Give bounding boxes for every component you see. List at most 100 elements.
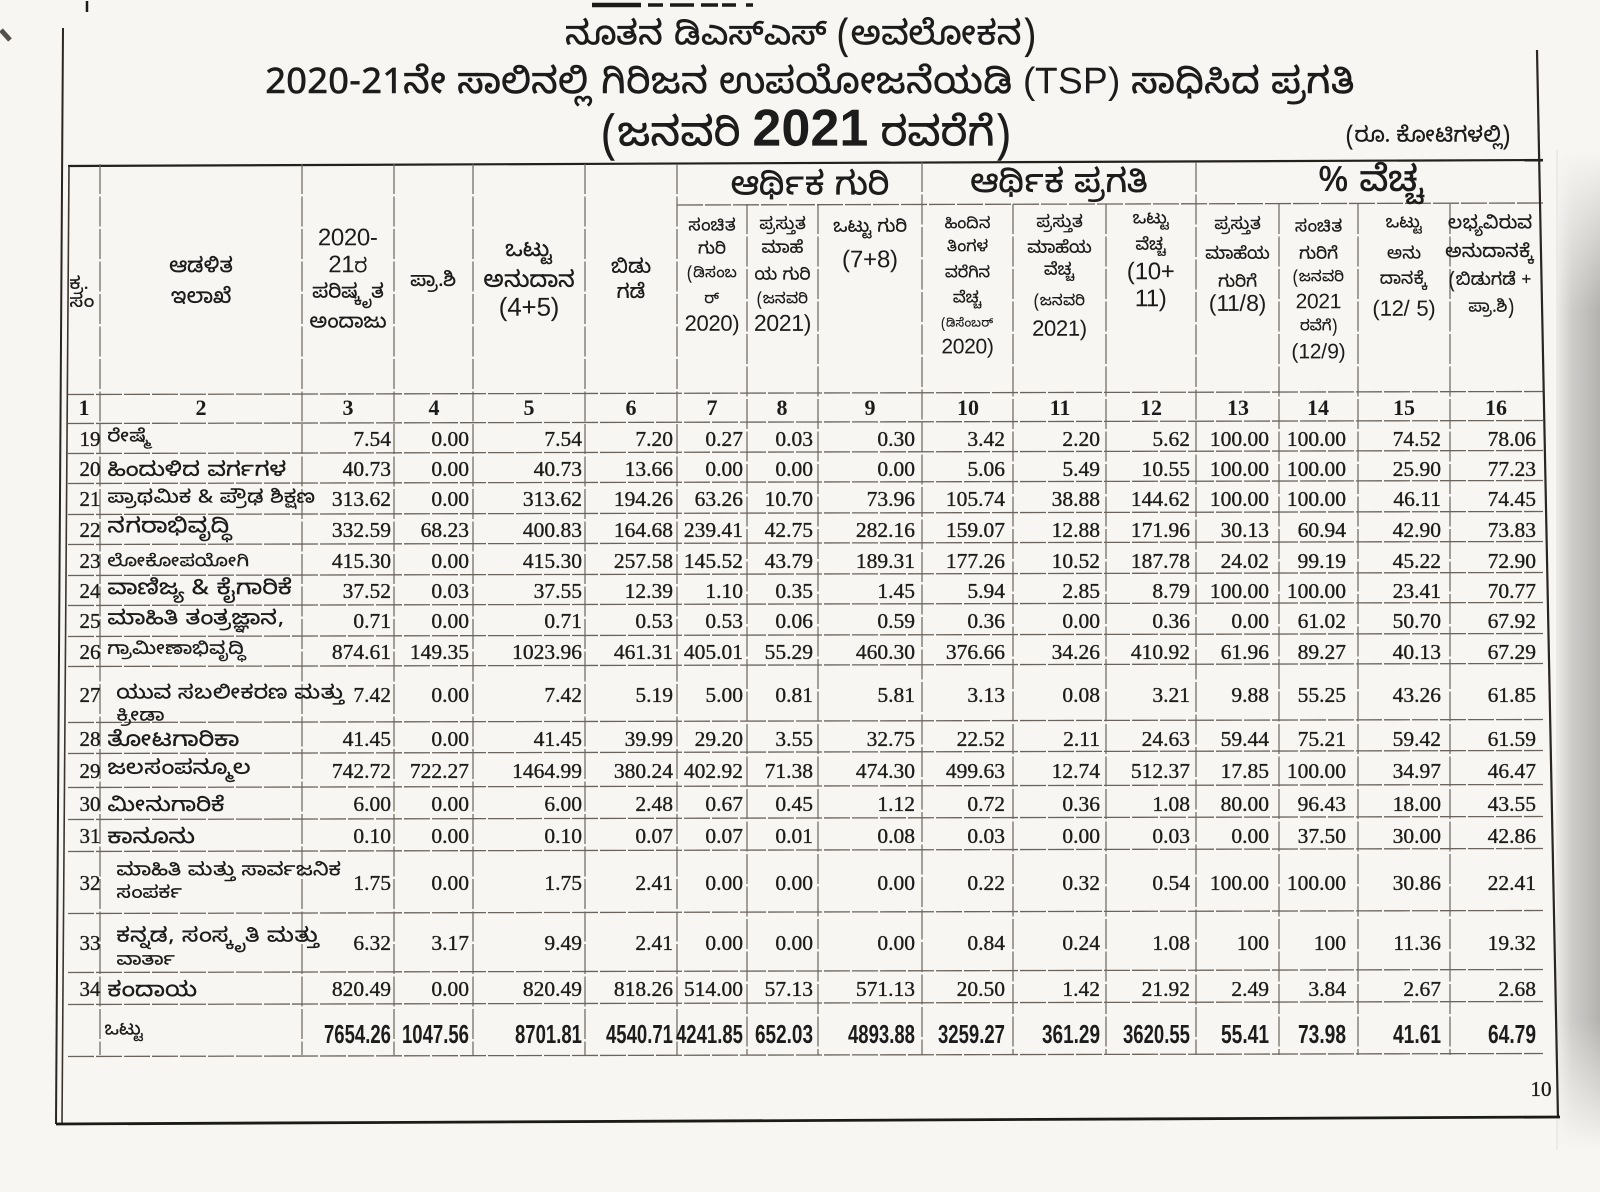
svg-text:5.81: 5.81 xyxy=(877,683,915,707)
svg-text:96.43: 96.43 xyxy=(1298,792,1346,816)
svg-text:10.52: 10.52 xyxy=(1052,549,1100,573)
svg-text:18.00: 18.00 xyxy=(1393,792,1441,816)
svg-text:30.00: 30.00 xyxy=(1393,824,1441,848)
svg-text:3259.27: 3259.27 xyxy=(938,1021,1005,1049)
svg-text:100.00: 100.00 xyxy=(1287,427,1346,451)
svg-text:72.90: 72.90 xyxy=(1488,549,1536,573)
svg-text:7.54: 7.54 xyxy=(353,427,391,451)
svg-text:41.45: 41.45 xyxy=(534,727,582,751)
svg-text:24.63: 24.63 xyxy=(1142,727,1190,751)
svg-text:73.96: 73.96 xyxy=(867,487,916,511)
svg-text:313.62: 313.62 xyxy=(523,487,582,511)
svg-text:39.99: 39.99 xyxy=(625,727,673,751)
svg-text:415.30: 415.30 xyxy=(523,549,582,573)
svg-text:0.03: 0.03 xyxy=(1152,824,1190,848)
svg-text:361.29: 361.29 xyxy=(1042,1021,1100,1049)
svg-text:25: 25 xyxy=(80,609,101,633)
svg-text:29.20: 29.20 xyxy=(695,727,743,751)
svg-text:0.00: 0.00 xyxy=(877,457,915,481)
svg-text:0.22: 0.22 xyxy=(967,871,1005,895)
svg-text:14: 14 xyxy=(1307,395,1329,420)
svg-text:2.48: 2.48 xyxy=(635,792,673,816)
svg-text:3: 3 xyxy=(343,395,354,420)
svg-text:21.92: 21.92 xyxy=(1142,977,1190,1001)
svg-text:10: 10 xyxy=(1531,1077,1552,1101)
svg-text:3.21: 3.21 xyxy=(1152,683,1190,707)
svg-text:405.01: 405.01 xyxy=(684,640,743,664)
svg-text:9.88: 9.88 xyxy=(1231,683,1269,707)
svg-text:27: 27 xyxy=(80,683,101,707)
svg-text:376.66: 376.66 xyxy=(946,640,1005,664)
svg-text:0.00: 0.00 xyxy=(431,457,469,481)
svg-text:652.03: 652.03 xyxy=(755,1021,813,1049)
svg-text:13: 13 xyxy=(1227,395,1249,420)
svg-text:34: 34 xyxy=(80,977,102,1001)
svg-text:0.00: 0.00 xyxy=(431,683,469,707)
svg-text:99.19: 99.19 xyxy=(1298,549,1346,573)
svg-text:59.42: 59.42 xyxy=(1393,727,1441,751)
svg-text:21: 21 xyxy=(80,487,101,511)
svg-text:0.00: 0.00 xyxy=(431,824,469,848)
svg-text:9.49: 9.49 xyxy=(544,931,582,955)
svg-text:8701.81: 8701.81 xyxy=(515,1021,582,1049)
svg-text:100.00: 100.00 xyxy=(1287,871,1346,895)
svg-text:0.03: 0.03 xyxy=(967,824,1005,848)
svg-text:4893.88: 4893.88 xyxy=(848,1021,915,1049)
svg-text:818.26: 818.26 xyxy=(614,977,673,1001)
svg-text:380.24: 380.24 xyxy=(614,759,673,783)
svg-text:10.55: 10.55 xyxy=(1142,457,1190,481)
svg-text:239.41: 239.41 xyxy=(684,518,743,542)
svg-text:8: 8 xyxy=(777,395,788,420)
svg-text:100.00: 100.00 xyxy=(1287,487,1346,511)
svg-text:4241.85: 4241.85 xyxy=(676,1021,743,1049)
svg-text:34.26: 34.26 xyxy=(1052,640,1101,664)
svg-text:9: 9 xyxy=(865,395,876,420)
svg-text:0.00: 0.00 xyxy=(431,427,469,451)
svg-text:4540.71: 4540.71 xyxy=(606,1021,673,1049)
svg-text:61.02: 61.02 xyxy=(1298,609,1346,633)
svg-text:5.62: 5.62 xyxy=(1152,427,1190,451)
svg-text:13.66: 13.66 xyxy=(625,457,674,481)
svg-text:5.49: 5.49 xyxy=(1062,457,1100,481)
svg-text:460.30: 460.30 xyxy=(856,640,915,664)
svg-text:5.06: 5.06 xyxy=(967,457,1005,481)
svg-text:12.39: 12.39 xyxy=(625,579,673,603)
svg-text:89.27: 89.27 xyxy=(1298,640,1347,664)
svg-text:100.00: 100.00 xyxy=(1287,579,1346,603)
svg-text:0.32: 0.32 xyxy=(1062,871,1100,895)
svg-text:0.00: 0.00 xyxy=(1062,609,1100,633)
svg-text:0.07: 0.07 xyxy=(705,824,743,848)
svg-text:23: 23 xyxy=(80,549,101,573)
svg-text:0.03: 0.03 xyxy=(431,579,469,603)
svg-text:2.41: 2.41 xyxy=(635,871,673,895)
svg-text:55.29: 55.29 xyxy=(765,640,813,664)
svg-text:16: 16 xyxy=(1485,395,1507,420)
svg-text:282.16: 282.16 xyxy=(856,518,915,542)
svg-text:0.54: 0.54 xyxy=(1152,871,1190,895)
svg-text:0.53: 0.53 xyxy=(705,609,743,633)
svg-text:0.10: 0.10 xyxy=(544,824,582,848)
svg-text:100.00: 100.00 xyxy=(1210,457,1269,481)
svg-text:0.35: 0.35 xyxy=(775,579,813,603)
svg-text:4: 4 xyxy=(429,395,440,420)
svg-text:313.62: 313.62 xyxy=(332,487,391,511)
svg-text:24: 24 xyxy=(80,579,102,603)
svg-text:0.53: 0.53 xyxy=(635,609,673,633)
svg-text:15: 15 xyxy=(1393,395,1415,420)
svg-text:1.08: 1.08 xyxy=(1152,792,1190,816)
svg-text:0.00: 0.00 xyxy=(1062,824,1100,848)
svg-text:100.00: 100.00 xyxy=(1287,759,1346,783)
svg-text:1.42: 1.42 xyxy=(1062,977,1100,1001)
svg-text:0.81: 0.81 xyxy=(775,683,813,707)
svg-text:77.23: 77.23 xyxy=(1488,457,1536,481)
svg-text:742.72: 742.72 xyxy=(332,759,391,783)
svg-text:42.75: 42.75 xyxy=(765,518,813,542)
svg-text:42.90: 42.90 xyxy=(1393,518,1441,542)
svg-text:43.55: 43.55 xyxy=(1488,792,1536,816)
svg-text:37.55: 37.55 xyxy=(534,579,582,603)
svg-text:0.36: 0.36 xyxy=(967,609,1005,633)
svg-text:1464.99: 1464.99 xyxy=(512,759,582,783)
svg-text:0.59: 0.59 xyxy=(877,609,915,633)
svg-text:12: 12 xyxy=(1140,395,1162,420)
svg-text:42.86: 42.86 xyxy=(1488,824,1537,848)
